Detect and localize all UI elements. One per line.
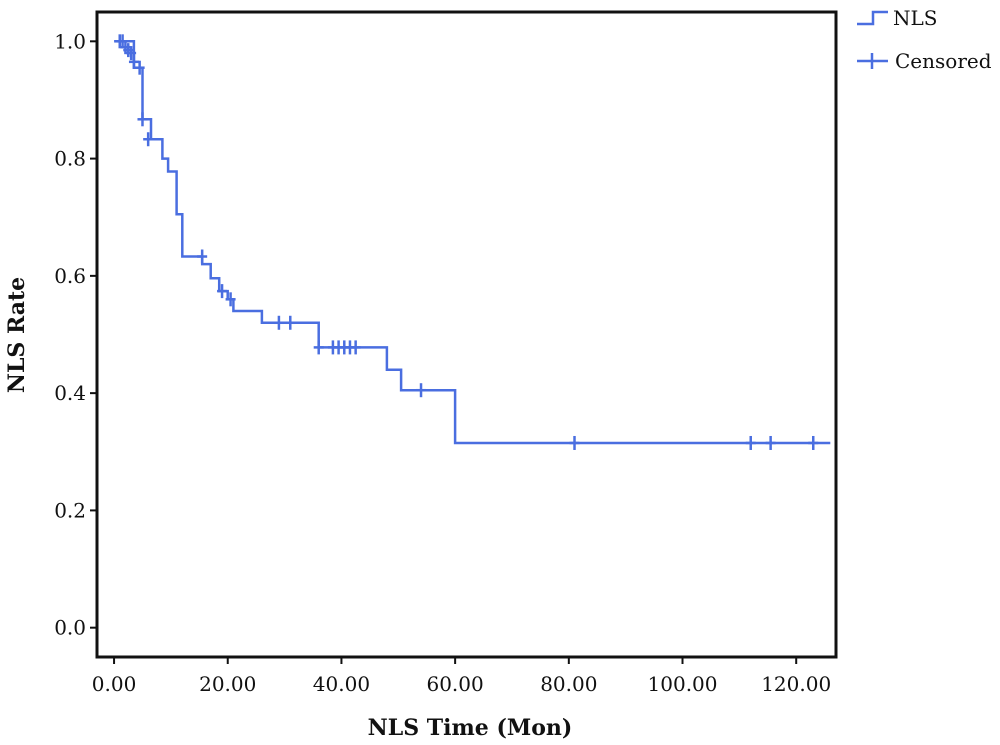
y-tick-label: 0.0 bbox=[54, 616, 86, 640]
x-tick-label: 0.00 bbox=[92, 672, 137, 696]
legend: NLS Censored bbox=[857, 6, 992, 73]
censor-mark bbox=[273, 315, 284, 330]
censor-mark bbox=[134, 60, 145, 75]
nls-survival-line bbox=[114, 40, 831, 445]
legend-item-nls: NLS bbox=[857, 6, 937, 30]
x-tick-label: 120.00 bbox=[761, 672, 831, 696]
x-tick-label: 40.00 bbox=[313, 672, 370, 696]
censor-mark bbox=[128, 54, 139, 69]
censor-mark bbox=[313, 340, 324, 355]
censor-mark bbox=[765, 435, 776, 450]
censor-mark bbox=[197, 249, 208, 264]
y-tick-label: 1.0 bbox=[54, 29, 86, 53]
x-tick-label: 100.00 bbox=[648, 672, 718, 696]
legend-label-nls: NLS bbox=[893, 6, 937, 30]
censor-mark bbox=[217, 284, 228, 299]
censor-mark bbox=[350, 340, 361, 355]
plot-frame bbox=[95, 10, 838, 659]
censor-mark bbox=[137, 112, 148, 127]
y-axis-title: NLS Rate bbox=[4, 277, 30, 393]
y-tick-label: 0.4 bbox=[54, 381, 86, 405]
censor-mark bbox=[225, 292, 236, 307]
x-tick-label: 60.00 bbox=[426, 672, 483, 696]
censor-mark bbox=[569, 435, 580, 450]
censor-mark bbox=[285, 315, 296, 330]
legend-step-swatch bbox=[857, 10, 888, 26]
x-tick-label: 80.00 bbox=[540, 672, 597, 696]
series-layer bbox=[114, 40, 831, 445]
censor-mark bbox=[126, 46, 137, 61]
censor-mark bbox=[808, 435, 819, 450]
y-axis: 0.0 0.2 0.4 0.6 0.8 1.0 bbox=[54, 29, 97, 640]
censor-mark bbox=[143, 132, 154, 147]
censor-mark bbox=[745, 435, 756, 450]
censor-layer bbox=[114, 34, 819, 450]
x-axis-title: NLS Time (Mon) bbox=[368, 715, 573, 741]
y-tick-label: 0.2 bbox=[54, 498, 86, 522]
x-axis: 0.00 20.00 40.00 60.00 80.00 100.00 120.00 bbox=[92, 657, 831, 696]
censor-mark bbox=[416, 383, 427, 398]
legend-label-censored: Censored bbox=[895, 49, 992, 73]
y-tick-label: 0.8 bbox=[54, 147, 86, 171]
x-tick-label: 20.00 bbox=[199, 672, 256, 696]
legend-item-censored: Censored bbox=[857, 49, 992, 73]
y-tick-label: 0.6 bbox=[54, 264, 86, 288]
